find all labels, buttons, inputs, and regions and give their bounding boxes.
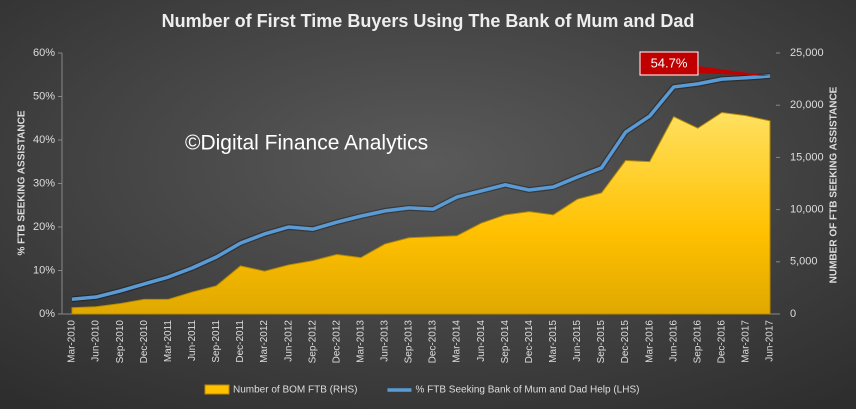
y-tick-label: 20% <box>33 221 55 233</box>
x-tick-label: Jun-2014 <box>476 320 487 362</box>
area <box>71 111 771 315</box>
chart-title: Number of First Time Buyers Using The Ba… <box>162 11 695 31</box>
x-tick-label: Sep-2011 <box>211 320 222 363</box>
y2-tick-label: 0 <box>790 308 796 320</box>
x-tick-label: Dec-2016 <box>717 320 728 364</box>
x-tick-label: Jun-2016 <box>668 320 679 362</box>
x-tick-label: Jun-2015 <box>572 320 583 362</box>
legend-swatch <box>204 384 230 395</box>
x-tick-label: Dec-2013 <box>428 320 439 364</box>
legend-label: Number of BOM FTB (RHS) <box>233 385 357 396</box>
line <box>71 74 771 301</box>
annotation-box <box>639 51 699 76</box>
x-tick-label: Mar-2016 <box>644 320 655 363</box>
x-tick-label: Mar-2014 <box>452 320 463 363</box>
y2-tick-label: 25,000 <box>790 47 824 59</box>
x-tick-label: Dec-2014 <box>524 320 535 364</box>
x-tick-label: Sep-2014 <box>500 320 511 364</box>
x-tick-label: Jun-2017 <box>765 320 776 362</box>
y-tick-label: 50% <box>33 90 55 102</box>
x-tick-label: Dec-2012 <box>331 320 342 364</box>
x-tick-label: Sep-2010 <box>115 320 126 364</box>
x-tick-label: Sep-2015 <box>596 320 607 364</box>
y-tick-label: 30% <box>33 177 55 189</box>
y2-tick-label: 5,000 <box>790 256 818 268</box>
x-tick-label: Dec-2011 <box>235 320 246 363</box>
x-tick-label: Sep-2016 <box>692 320 703 364</box>
x-tick-label: Mar-2017 <box>741 320 752 363</box>
x-tick-label: Dec-2010 <box>139 320 150 364</box>
x-tick-label: Dec-2015 <box>620 320 631 364</box>
y-axis-title: % FTB SEEKING ASSISTANCE <box>17 110 28 255</box>
x-tick-label: Mar-2012 <box>259 320 270 363</box>
y-tick-label: 10% <box>33 264 55 276</box>
x-tick-label: Mar-2011 <box>163 320 174 362</box>
x-tick-label: Mar-2013 <box>355 320 366 363</box>
x-tick-label: Sep-2013 <box>404 320 415 364</box>
x-tick-label: Sep-2012 <box>307 320 318 364</box>
x-tick-label: Jun-2011 <box>187 320 198 361</box>
y2-tick-label: 10,000 <box>790 204 824 216</box>
y2-axis-title: NUMBER OF FTB SEEKING ASSISTANCE <box>829 86 840 283</box>
y-tick-label: 0% <box>39 308 55 320</box>
x-tick-label: Mar-2015 <box>548 320 559 363</box>
x-tick-label: Mar-2010 <box>67 320 78 363</box>
y2-tick-label: 15,000 <box>790 151 824 163</box>
x-tick-label: Jun-2010 <box>91 320 102 362</box>
x-tick-label: Jun-2013 <box>380 320 391 362</box>
y-tick-label: 40% <box>33 134 55 146</box>
annotation: 54.7% <box>651 55 688 70</box>
x-tick-label: Jun-2012 <box>283 320 294 362</box>
y-tick-label: 60% <box>33 47 55 59</box>
y2-tick-label: 20,000 <box>790 99 824 111</box>
legend-label: % FTB Seeking Bank of Mum and Dad Help (… <box>415 385 639 396</box>
watermark: ©Digital Finance Analytics <box>185 132 428 155</box>
